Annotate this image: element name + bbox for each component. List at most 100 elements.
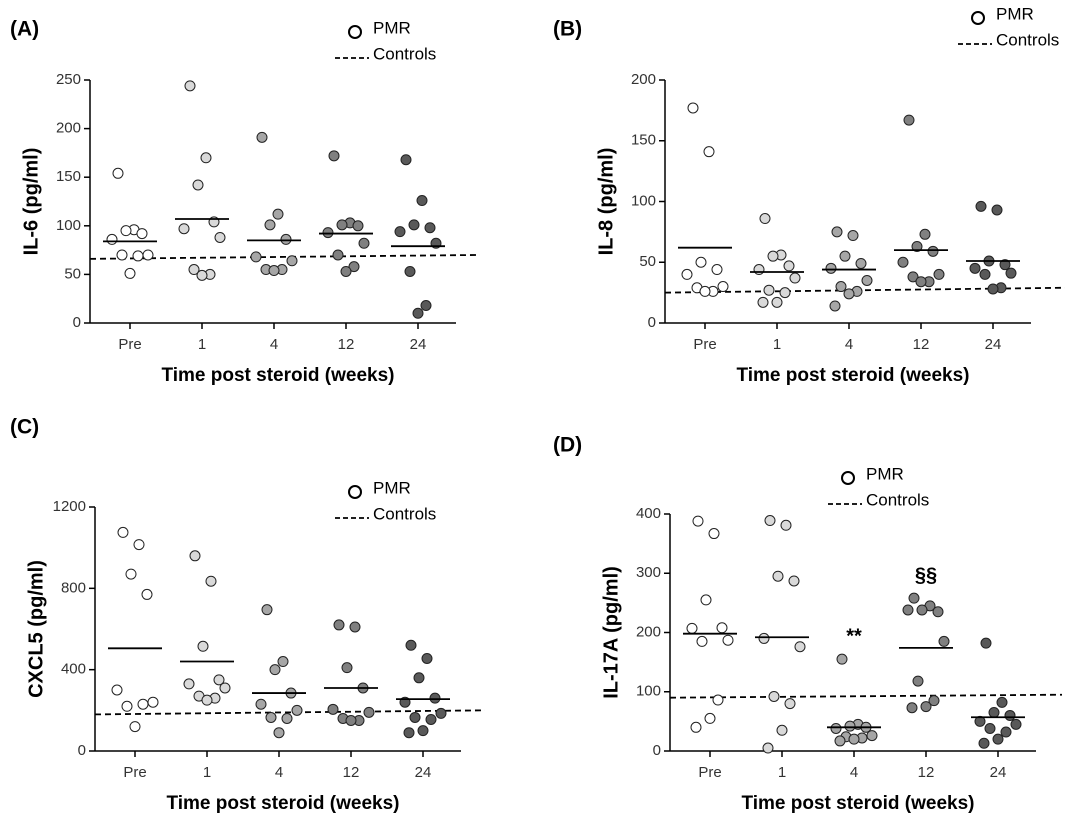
data-point <box>984 722 996 734</box>
data-point <box>906 702 918 714</box>
x-tick-label: Pre <box>123 764 146 781</box>
x-tick-label: 12 <box>338 336 355 353</box>
x-tick-label: 12 <box>918 764 935 781</box>
x-tick-label: 1 <box>203 764 211 781</box>
y-tick-label: 100 <box>56 217 81 234</box>
data-point <box>409 711 421 723</box>
data-point <box>214 231 226 243</box>
data-point <box>844 720 856 732</box>
data-point <box>855 257 867 269</box>
data-point <box>219 682 231 694</box>
data-point <box>121 700 133 712</box>
data-point <box>979 268 991 280</box>
data-point <box>848 733 860 745</box>
data-point <box>789 272 801 284</box>
legend-marker <box>348 485 362 499</box>
data-point <box>420 300 432 312</box>
data-point <box>327 703 339 715</box>
x-axis-label: Time post steroid (weeks) <box>737 365 970 386</box>
data-point <box>703 146 715 158</box>
data-point <box>112 167 124 179</box>
y-tick-label: 250 <box>56 71 81 88</box>
data-point <box>999 259 1011 271</box>
data-point <box>902 604 914 616</box>
data-point <box>352 220 364 232</box>
data-point <box>1005 267 1017 279</box>
y-tick-label: 200 <box>56 120 81 137</box>
y-tick-label: 400 <box>61 661 86 678</box>
controls-line <box>89 254 481 260</box>
data-point <box>757 296 769 308</box>
data-point <box>421 652 433 664</box>
legend-label: PMR <box>373 478 411 497</box>
data-point <box>903 114 915 126</box>
data-point <box>763 284 775 296</box>
data-point <box>932 606 944 618</box>
data-point <box>987 283 999 295</box>
data-point <box>690 721 702 733</box>
data-point <box>912 675 924 687</box>
data-point <box>250 251 262 263</box>
data-point <box>184 80 196 92</box>
y-tick-label: 50 <box>639 253 656 270</box>
data-point <box>412 307 424 319</box>
data-point <box>978 737 990 749</box>
data-point <box>704 712 716 724</box>
data-point <box>363 706 375 718</box>
data-point <box>927 245 939 257</box>
data-point <box>1004 709 1016 721</box>
panel-label: (D) <box>553 434 582 457</box>
data-point <box>933 268 945 280</box>
data-point <box>980 637 992 649</box>
data-point <box>1000 726 1012 738</box>
y-tick-label: 100 <box>636 683 661 700</box>
y-tick-label: 200 <box>636 623 661 640</box>
data-point <box>201 694 213 706</box>
data-point <box>333 619 345 631</box>
data-point <box>711 264 723 276</box>
data-point <box>117 526 129 538</box>
data-point <box>767 250 779 262</box>
y-tick-label: 200 <box>631 71 656 88</box>
data-point <box>687 102 699 114</box>
data-point <box>919 228 931 240</box>
x-tick-label: Pre <box>118 336 141 353</box>
y-tick-label: 400 <box>636 505 661 522</box>
legend-label: PMR <box>373 18 411 37</box>
data-point <box>866 730 878 742</box>
data-point <box>753 264 765 276</box>
data-point <box>132 250 144 262</box>
data-point <box>147 696 159 708</box>
data-point <box>969 262 981 274</box>
data-point <box>424 222 436 234</box>
data-point <box>416 195 428 207</box>
data-point <box>911 240 923 252</box>
data-point <box>788 575 800 587</box>
data-point <box>780 519 792 531</box>
data-point <box>408 219 420 231</box>
data-point <box>771 296 783 308</box>
data-point <box>341 662 353 674</box>
data-point <box>358 237 370 249</box>
data-point <box>722 634 734 646</box>
data-point <box>847 230 859 242</box>
data-point <box>843 288 855 300</box>
data-point <box>417 725 429 737</box>
data-point <box>762 742 774 754</box>
data-point <box>907 271 919 283</box>
y-tick-label: 150 <box>56 168 81 185</box>
data-point <box>273 727 285 739</box>
y-axis-label: IL-6 (pg/ml) <box>20 148 42 256</box>
data-point <box>265 711 277 723</box>
data-point <box>405 639 417 651</box>
data-point <box>772 570 784 582</box>
y-tick-label: 100 <box>631 192 656 209</box>
panel-label: (C) <box>10 416 39 439</box>
data-point <box>1010 718 1022 730</box>
panel-label: (B) <box>553 18 582 41</box>
data-point <box>897 256 909 268</box>
data-point <box>435 707 447 719</box>
data-point <box>794 641 806 653</box>
x-tick-label: Pre <box>698 764 721 781</box>
significance-label: ** <box>846 625 862 647</box>
